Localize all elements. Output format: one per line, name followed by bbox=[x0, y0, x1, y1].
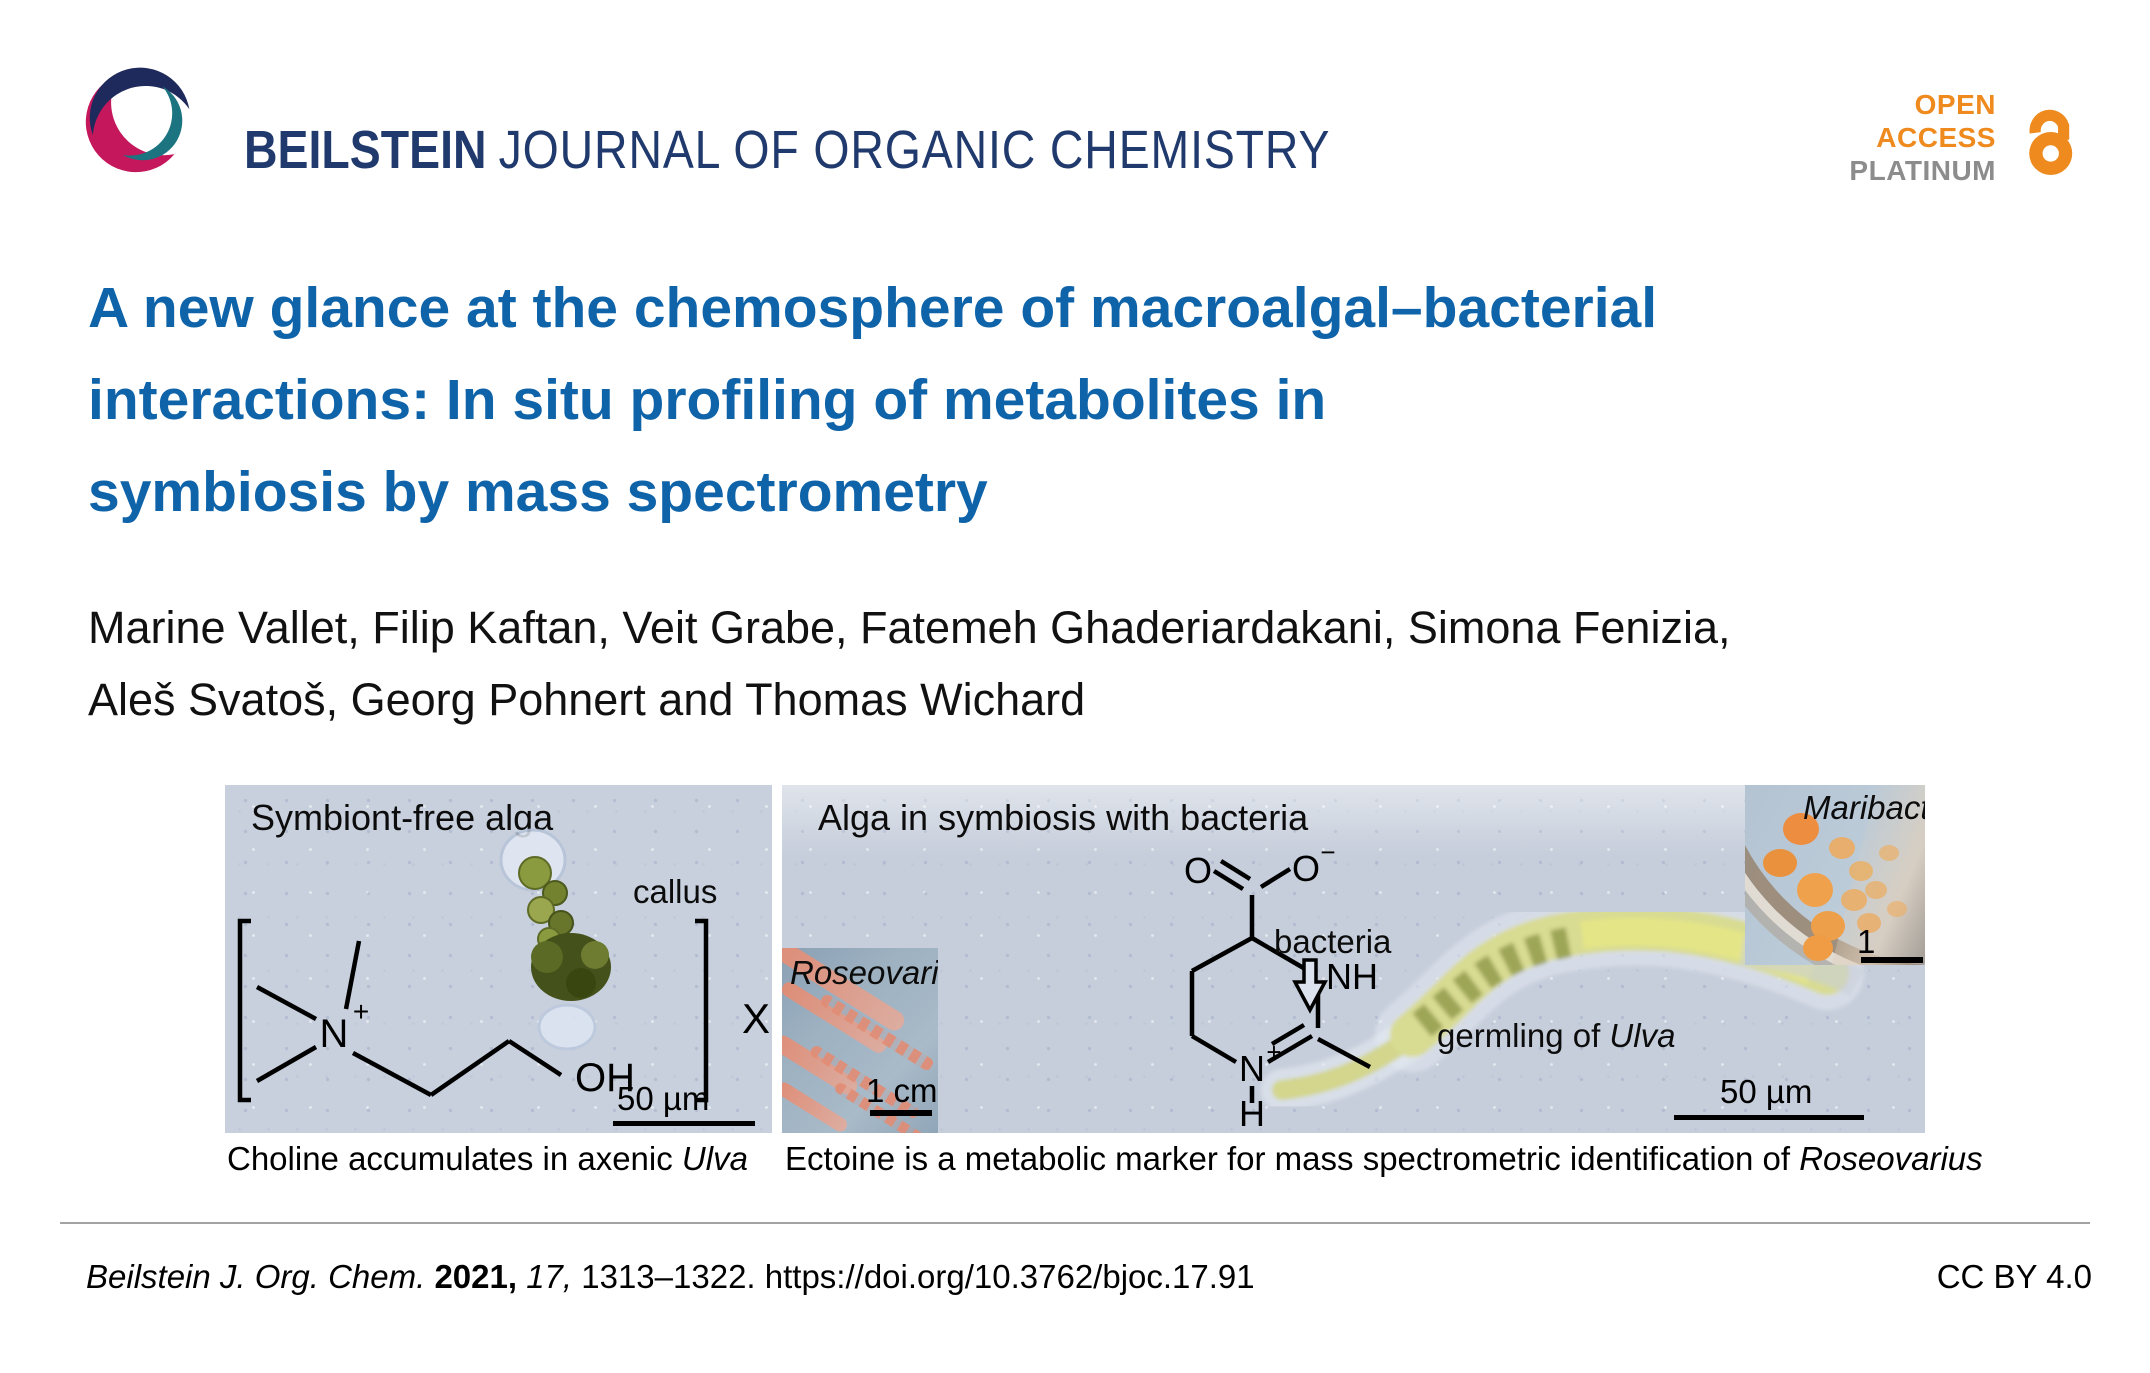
open-access-line1: OPEN bbox=[1914, 89, 1996, 120]
article-title-line3: symbiosis by mass spectrometry bbox=[88, 460, 988, 524]
left-caption-species: Ulva bbox=[681, 1140, 748, 1177]
article-title-line1: A new glance at the chemosphere of macro… bbox=[88, 276, 1658, 340]
open-access-lock-icon bbox=[2029, 109, 2073, 175]
article-title: A new glance at the chemosphere of macro… bbox=[88, 262, 1988, 538]
left-caption-text: Choline accumulates in axenic bbox=[227, 1140, 682, 1177]
roseovarius-label: Roseovarius bbox=[790, 954, 938, 991]
citation-doi-link[interactable]: https://doi.org/10.3762/bjoc.17.91 bbox=[764, 1258, 1255, 1295]
germling-label-text: germling of bbox=[1437, 1017, 1610, 1054]
ectoine-o-charge: − bbox=[1320, 843, 1335, 867]
article-title-line2: interactions: In situ profiling of metab… bbox=[88, 368, 1327, 432]
ectoine-h-atom: H bbox=[1239, 1093, 1265, 1128]
graphical-abstract: Symbiont-free alga callus bbox=[225, 785, 1983, 1177]
panel-alga-in-symbiosis: Alga in symbiosis with bacteria bbox=[782, 785, 1925, 1133]
journal-name-bold: BEILSTEIN bbox=[244, 120, 487, 180]
beilstein-swirl-logo-icon bbox=[85, 67, 190, 173]
journal-name: BEILSTEIN JOURNAL OF ORGANIC CHEMISTRY bbox=[244, 118, 1330, 182]
maribacter-scale-bar bbox=[1861, 957, 1923, 963]
choline-n-charge: + bbox=[353, 996, 369, 1027]
maribacter-inset-photo: Maribacter 1 cm bbox=[1745, 785, 1925, 965]
right-caption-text: Ectoine is a metabolic marker for mass s… bbox=[785, 1140, 1800, 1177]
roseovarius-scale-label: 1 cm bbox=[866, 1072, 938, 1109]
bacteria-down-arrow-icon bbox=[1292, 958, 1328, 1014]
ectoine-o-left: O bbox=[1184, 850, 1212, 891]
choline-counterion: X bbox=[742, 995, 770, 1042]
citation: Beilstein J. Org. Chem. 2021, 17, 1313–1… bbox=[86, 1258, 1255, 1296]
left-scale-bar bbox=[613, 1121, 755, 1126]
citation-journal: Beilstein J. Org. Chem. bbox=[86, 1258, 435, 1295]
germling-label: germling of Ulva bbox=[1437, 1017, 1675, 1055]
right-panel-caption: Ectoine is a metabolic marker for mass s… bbox=[785, 1140, 1983, 1178]
citation-year: 2021, bbox=[434, 1258, 527, 1295]
journal-name-rest: JOURNAL OF ORGANIC CHEMISTRY bbox=[498, 120, 1331, 180]
footer-divider bbox=[60, 1222, 2090, 1224]
author-list-line2: Aleš Svatoš, Georg Pohnert and Thomas Wi… bbox=[88, 674, 1086, 725]
ectoine-n-atom: N bbox=[1239, 1048, 1265, 1089]
citation-pages: 1313–1322. bbox=[581, 1258, 765, 1295]
roseovarius-scale-bar bbox=[870, 1110, 932, 1116]
author-list-line1: Marine Vallet, Filip Kaftan, Veit Grabe,… bbox=[88, 602, 1731, 653]
ectoine-o-right: O bbox=[1292, 848, 1320, 889]
citation-volume: 17, bbox=[526, 1258, 582, 1295]
ectoine-structure: O O − NH N + H bbox=[1184, 843, 1378, 1128]
ectoine-n-charge: + bbox=[1266, 1037, 1281, 1067]
left-scale-label: 50 µm bbox=[617, 1080, 710, 1117]
open-access-badge: OPEN ACCESS PLATINUM bbox=[1849, 88, 2092, 187]
germling-label-species: Ulva bbox=[1609, 1017, 1676, 1054]
license-label: CC BY 4.0 bbox=[1936, 1258, 2092, 1295]
maribacter-scale-label: 1 cm bbox=[1857, 923, 1901, 965]
callus-photo bbox=[499, 828, 611, 1051]
choline-n-atom: N bbox=[320, 1012, 349, 1056]
bacteria-label: bacteria bbox=[1274, 923, 1392, 960]
choline-oh-group: OH bbox=[575, 1056, 635, 1100]
left-panel-caption: Choline accumulates in axenic Ulva bbox=[227, 1140, 748, 1178]
callus-label: callus bbox=[633, 873, 718, 910]
maribacter-label: Maribacter bbox=[1803, 789, 1925, 826]
right-scale-label: 50 µm bbox=[1720, 1073, 1813, 1110]
right-panel-heading: Alga in symbiosis with bacteria bbox=[818, 797, 1309, 838]
ectoine-nh-group: NH bbox=[1326, 956, 1378, 997]
left-panel-heading: Symbiont-free alga bbox=[251, 797, 554, 838]
panel-symbiont-free-alga: Symbiont-free alga callus bbox=[225, 785, 772, 1133]
author-list: Marine Vallet, Filip Kaftan, Veit Grabe,… bbox=[88, 592, 1988, 736]
choline-structure: N + OH X − bbox=[237, 918, 770, 1103]
right-caption-species: Roseovarius bbox=[1799, 1140, 1983, 1177]
open-access-line3: PLATINUM bbox=[1849, 155, 1996, 186]
open-access-line2: ACCESS bbox=[1876, 122, 1996, 153]
right-scale-bar bbox=[1674, 1115, 1864, 1120]
roseovarius-inset-photo: Roseovarius 1 cm bbox=[782, 948, 938, 1133]
